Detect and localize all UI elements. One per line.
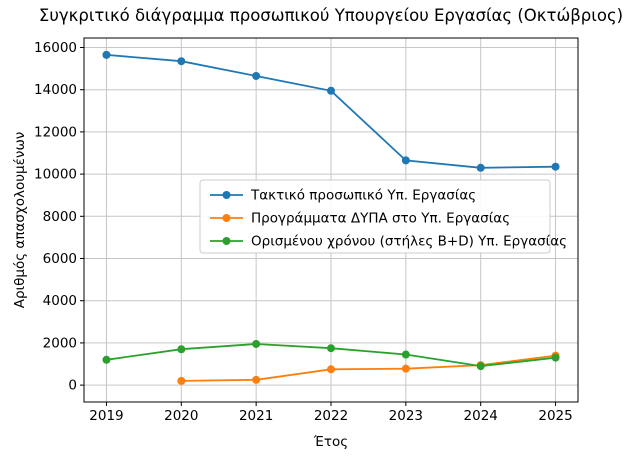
data-point: [252, 71, 261, 80]
x-tick-label: 2022: [314, 408, 348, 424]
data-point: [177, 57, 186, 66]
data-point: [551, 353, 560, 362]
legend-box: [199, 179, 551, 254]
x-tick-label: 2024: [464, 408, 498, 424]
data-point: [551, 162, 560, 171]
x-tick-label: 2023: [389, 408, 423, 424]
data-point: [476, 362, 485, 371]
data-point: [177, 376, 186, 385]
legend-marker: [222, 214, 231, 222]
y-tick-label: 4000: [43, 293, 77, 309]
data-point: [401, 350, 410, 359]
legend-label: Προγράμματα ΔΥΠΑ στο Υπ. Εργασίας: [251, 211, 510, 227]
data-point: [327, 86, 335, 95]
data-point: [401, 156, 410, 165]
x-axis-label: Έτος: [313, 434, 348, 450]
y-axis-label: Αριθμός απασχολουμένων: [12, 132, 28, 309]
data-point: [102, 50, 111, 59]
legend: Τακτικό προσωπικό Υπ. Εργασίας Προγράμματ…: [199, 179, 567, 254]
y-tick-label: 6000: [43, 251, 77, 267]
series-line-1: [181, 354, 556, 382]
data-point: [252, 375, 261, 384]
legend-label: Ορισμένου χρόνου (στήλες B+D) Υπ. Εργασί…: [251, 234, 567, 250]
y-tick-label: 8000: [43, 209, 77, 225]
y-tick-label: 2000: [43, 335, 77, 351]
legend-marker: [222, 237, 231, 245]
data-point: [327, 344, 335, 353]
y-tick-label: 0: [68, 378, 77, 394]
y-tick-label: 14000: [34, 82, 77, 98]
y-tick-label: 12000: [34, 124, 77, 140]
data-point: [177, 345, 186, 354]
data-point: [102, 355, 111, 364]
x-tick-label: 2020: [164, 408, 198, 424]
data-point: [252, 339, 261, 348]
x-tick-label: 2025: [538, 408, 572, 424]
x-tick-label: 2021: [239, 408, 273, 424]
x-tick-label: 2019: [89, 408, 123, 424]
chart-title: Συγκριτικό διάγραμμα προσωπικού Υπουργεί…: [39, 6, 623, 25]
data-point: [401, 364, 410, 373]
data-point: [327, 365, 335, 374]
legend-marker: [222, 191, 231, 199]
y-tick-label: 10000: [34, 167, 77, 183]
y-tick-label: 16000: [34, 40, 77, 56]
data-point: [476, 163, 485, 172]
axis-ticks: 2019 2020 2021 2022 2023 2024 2025 0 2000 4000 600…: [34, 40, 573, 424]
legend-label: Τακτικό προσωπικό Υπ. Εργασίας: [250, 188, 476, 204]
